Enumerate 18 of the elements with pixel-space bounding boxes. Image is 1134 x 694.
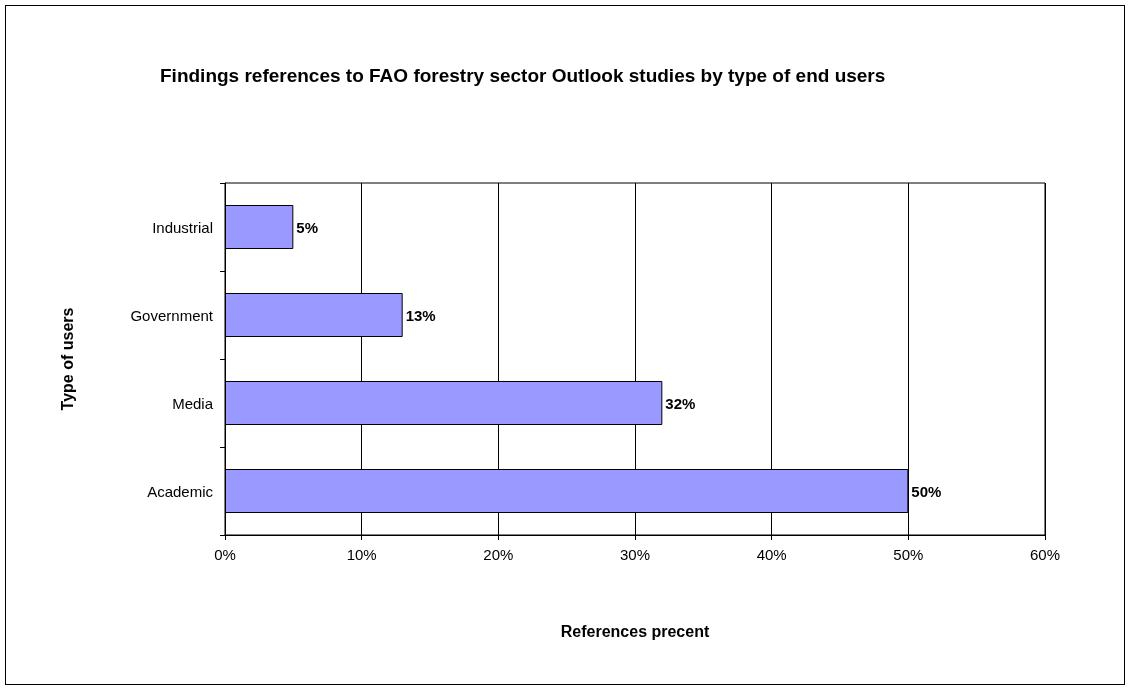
data-label: 32% [665, 394, 696, 412]
y-tick-label: Industrial [152, 218, 213, 236]
x-tick-label: 60% [1029, 546, 1061, 563]
data-label: 50% [911, 482, 942, 500]
x-tick-label: 40% [756, 546, 787, 563]
data-label: 13% [405, 306, 436, 324]
x-tick-label: 50% [893, 546, 924, 563]
y-tick-label: Academic [147, 482, 214, 500]
data-label: 5% [296, 218, 319, 236]
chart-title: Findings references to FAO forestry sector Outlook studies by type of end users [160, 64, 886, 86]
x-tick-label: 30% [619, 546, 651, 563]
x-tick-label: 10% [346, 546, 377, 563]
y-axis-title: Type of users [58, 307, 76, 411]
x-tick-label: 20% [483, 546, 514, 563]
x-tick-label: 0% [214, 546, 236, 563]
y-tick-label: Government [130, 306, 214, 324]
x-axis-title: References precent [560, 622, 710, 640]
y-tick-label: Media [172, 394, 214, 412]
